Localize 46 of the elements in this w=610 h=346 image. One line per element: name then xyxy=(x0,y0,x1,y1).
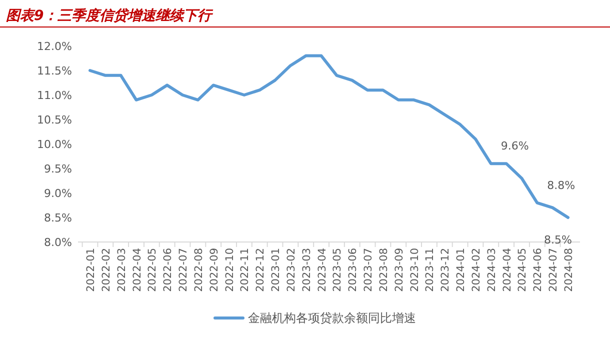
x-tick-label: 2023-12 xyxy=(440,248,452,292)
x-tick-label: 2023-06 xyxy=(347,248,360,292)
x-tick-label: 2022-07 xyxy=(178,248,190,292)
x-tick-label: 2022-11 xyxy=(239,248,252,292)
y-tick-label: 9.5% xyxy=(44,162,72,176)
x-tick-label: 2023-10 xyxy=(408,248,421,292)
data-label: 9.6% xyxy=(500,140,529,153)
x-tick-label: 2023-02 xyxy=(285,248,298,292)
x-tick-label: 2022-08 xyxy=(192,248,205,292)
x-tick-label: 2023-05 xyxy=(332,248,344,292)
y-tick-label: 10.0% xyxy=(37,138,72,151)
y-tick-label: 8.5% xyxy=(44,211,72,224)
x-tick-label: 2023-03 xyxy=(300,248,313,292)
y-tick-label: 11.0% xyxy=(37,88,72,102)
x-tick-label: 2022-09 xyxy=(208,248,220,292)
x-tick-label: 2024-03 xyxy=(486,248,498,292)
x-tick-label: 2024-06 xyxy=(532,248,544,292)
y-tick-label: 9.0% xyxy=(44,186,72,200)
x-tick-label: 2023-08 xyxy=(378,248,390,292)
x-tick-label: 2024-02 xyxy=(470,248,482,292)
x-tick-label: 2022-02 xyxy=(100,248,112,292)
x-tick-label: 2023-09 xyxy=(393,248,406,292)
x-tick-label: 2024-07 xyxy=(548,248,560,292)
x-tick-label: 2022-05 xyxy=(146,248,159,292)
y-tick-label: 12.0% xyxy=(37,40,72,53)
y-tick-label: 10.5% xyxy=(37,113,72,126)
x-tick-label: 2022-06 xyxy=(162,248,174,292)
data-label: 8.8% xyxy=(547,178,576,192)
x-tick-label: 2023-04 xyxy=(316,248,328,292)
x-tick-label: 2024-04 xyxy=(501,248,514,292)
y-tick-label: 8.0% xyxy=(44,236,72,249)
x-tick-label: 2023-11 xyxy=(424,248,436,292)
x-tick-label: 2022-03 xyxy=(116,248,128,292)
x-tick-label: 2023-01 xyxy=(270,248,282,292)
x-tick-label: 2022-01 xyxy=(85,248,97,292)
data-label: 8.5% xyxy=(544,234,572,246)
y-tick-label: 11.5% xyxy=(37,64,72,78)
x-tick-label: 2022-10 xyxy=(224,248,236,292)
x-tick-label: 2024-08 xyxy=(563,248,575,292)
x-tick-label: 2022-04 xyxy=(131,248,144,292)
chart-title: 图表9：三季度信贷增速继续下行 xyxy=(6,7,214,24)
x-tick-label: 2024-05 xyxy=(516,248,529,292)
legend-label: 金融机构各项贷款余额同比增速 xyxy=(248,311,416,326)
x-tick-label: 2022-12 xyxy=(254,248,267,292)
x-tick-label: 2023-07 xyxy=(362,248,375,292)
x-tick-label: 2024-01 xyxy=(455,248,468,292)
